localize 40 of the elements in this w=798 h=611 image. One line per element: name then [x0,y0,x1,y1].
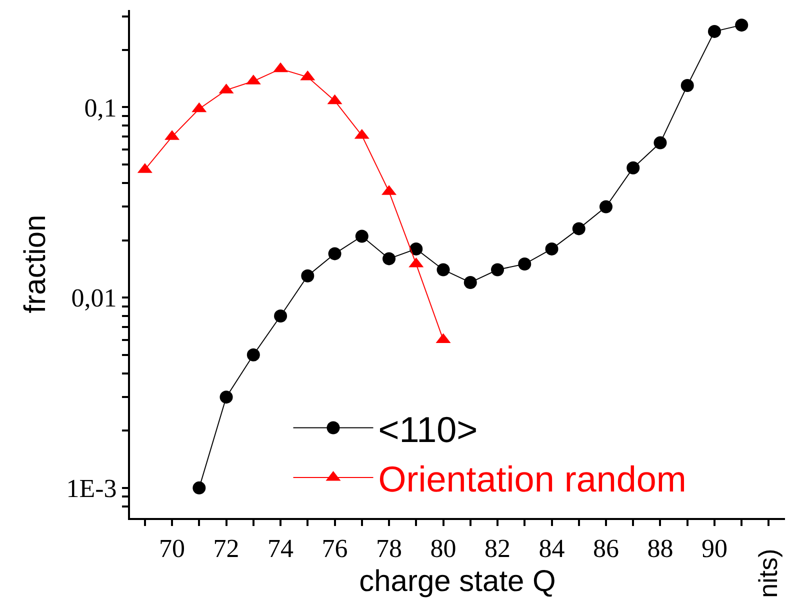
x-tick-label: 76 [322,534,348,564]
point [626,161,640,174]
point [274,310,288,322]
point [464,276,477,289]
point [328,247,342,260]
x-tick-label: 90 [701,534,728,564]
point [491,263,504,276]
x-tick-label: 86 [592,534,619,564]
point [192,481,206,494]
x-axis-title: charge state Q [359,565,556,598]
x-tick-label: 70 [159,534,186,564]
point [355,230,368,243]
point [436,263,450,276]
point [654,136,667,150]
x-tick-label: 84 [538,534,565,564]
x-tick-label: 82 [484,534,511,564]
y-tick-label: 0,1 [84,93,117,122]
point [220,390,233,404]
point [410,242,423,256]
x-tick-label: 88 [647,534,674,564]
y-axis-title: fraction [18,214,52,314]
text: nits) [753,548,784,598]
point [708,24,721,38]
point [599,200,612,214]
legend-label: Orientation random [378,458,686,500]
point [572,222,586,236]
point [545,242,558,256]
point [680,79,694,92]
point [735,18,748,32]
y-tick-label: 0,01 [71,284,117,313]
point [518,258,532,271]
x-tick-label: 72 [213,534,240,564]
x-tick-label: 80 [430,534,456,564]
point [382,252,396,266]
x-tick-label: 74 [268,534,294,564]
point [246,348,260,362]
legend-label: <110> [378,408,478,450]
point [301,269,314,282]
x-tick-label: 78 [376,534,402,564]
y-tick-label: 1E-3 [66,474,117,504]
